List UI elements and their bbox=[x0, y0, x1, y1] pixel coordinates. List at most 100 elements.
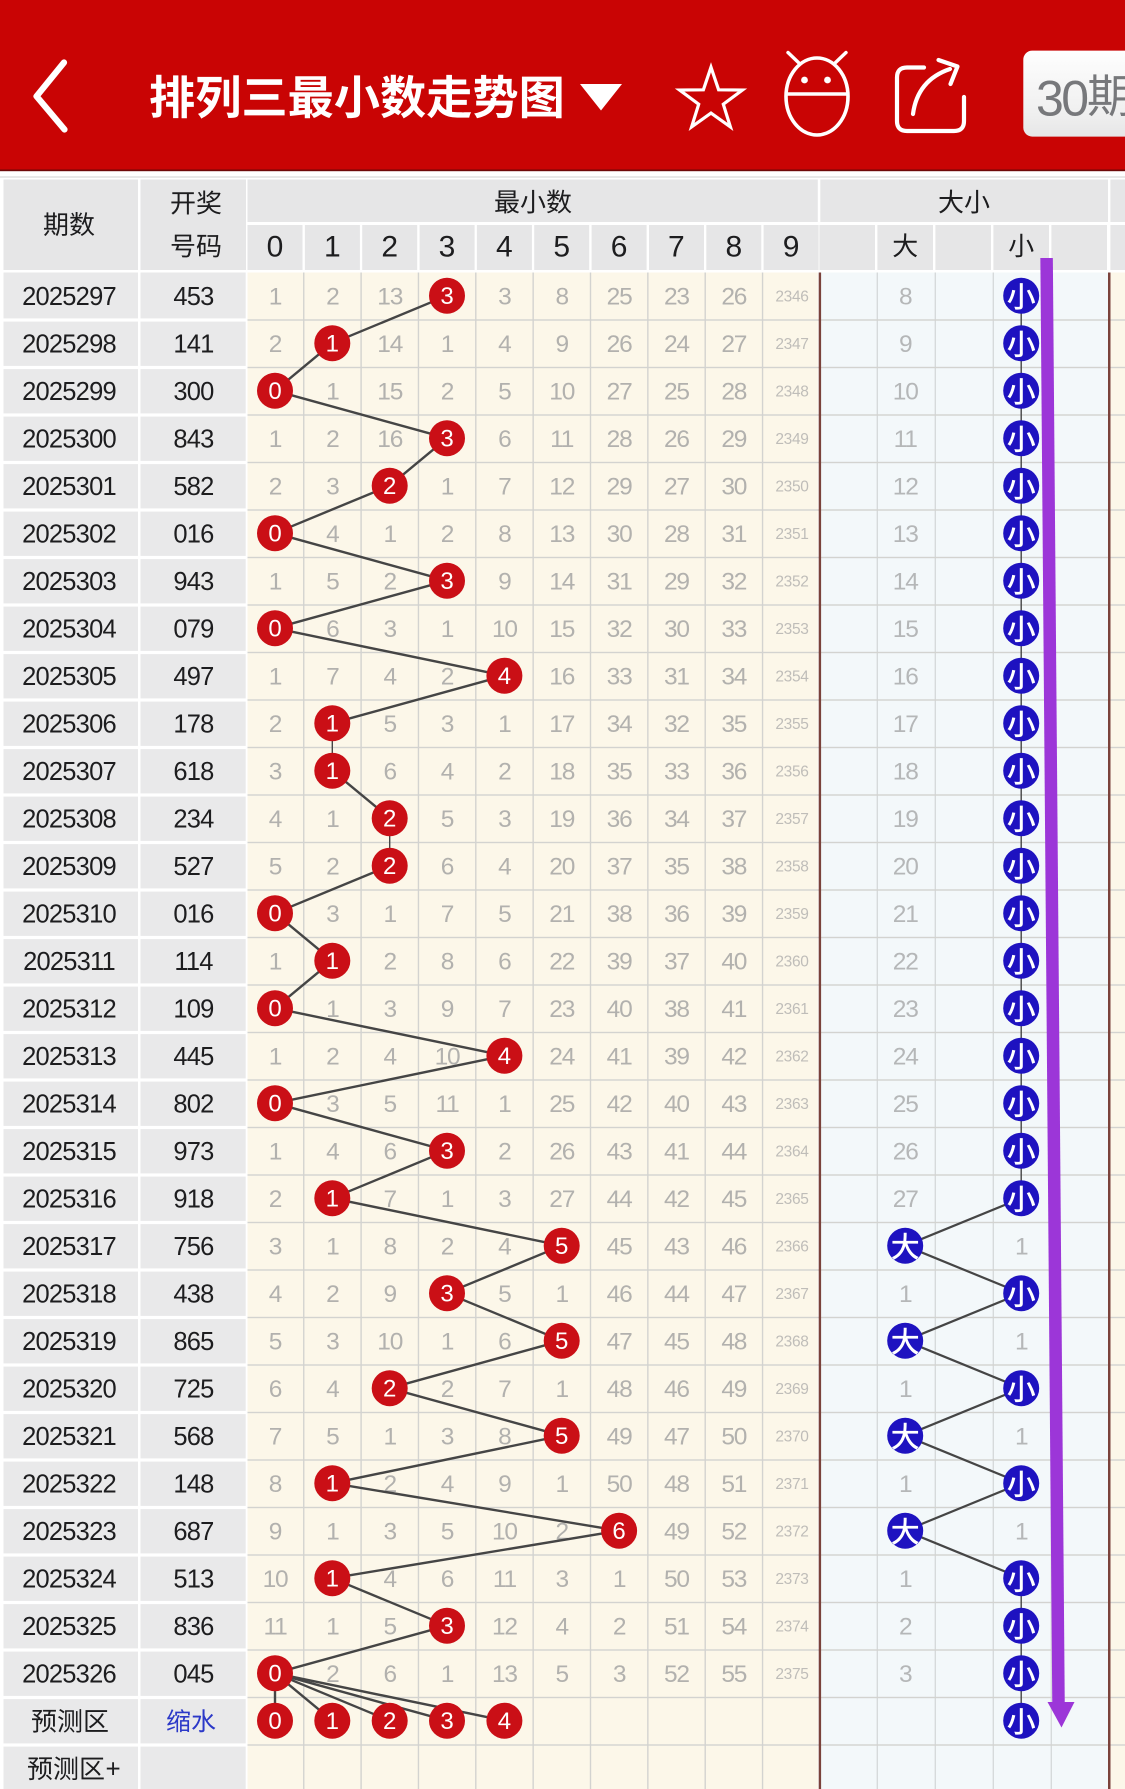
svg-text:079: 079 bbox=[173, 616, 213, 644]
svg-text:3: 3 bbox=[899, 1661, 912, 1688]
svg-text:8: 8 bbox=[555, 284, 568, 311]
svg-text:1: 1 bbox=[326, 806, 339, 833]
svg-text:4: 4 bbox=[498, 663, 511, 690]
svg-text:10: 10 bbox=[893, 379, 918, 406]
svg-text:55: 55 bbox=[721, 1661, 746, 1688]
svg-text:2347: 2347 bbox=[775, 336, 808, 353]
svg-text:47: 47 bbox=[607, 1329, 632, 1356]
svg-text:27: 27 bbox=[721, 331, 746, 358]
svg-text:1: 1 bbox=[269, 284, 282, 311]
svg-text:40: 40 bbox=[607, 996, 632, 1023]
svg-text:5: 5 bbox=[326, 1424, 339, 1451]
svg-text:2025321: 2025321 bbox=[22, 1423, 116, 1451]
svg-text:11: 11 bbox=[435, 1091, 459, 1118]
svg-text:2025309: 2025309 bbox=[22, 853, 116, 881]
svg-text:48: 48 bbox=[607, 1376, 632, 1403]
svg-text:4: 4 bbox=[555, 1614, 568, 1641]
svg-text:53: 53 bbox=[721, 1566, 746, 1593]
svg-text:10: 10 bbox=[263, 1566, 288, 1593]
svg-text:31: 31 bbox=[607, 569, 632, 596]
svg-text:4: 4 bbox=[498, 1708, 511, 1735]
svg-text:2: 2 bbox=[326, 284, 339, 311]
svg-text:2025305: 2025305 bbox=[22, 663, 116, 691]
svg-text:3: 3 bbox=[440, 1281, 453, 1308]
svg-text:2025319: 2025319 bbox=[22, 1328, 116, 1356]
svg-text:38: 38 bbox=[664, 996, 689, 1023]
svg-text:2025313: 2025313 bbox=[22, 1043, 116, 1071]
svg-text:10: 10 bbox=[492, 616, 517, 643]
svg-text:2025304: 2025304 bbox=[22, 616, 116, 644]
svg-text:2025299: 2025299 bbox=[22, 378, 116, 406]
svg-text:0: 0 bbox=[268, 1091, 281, 1118]
svg-text:14: 14 bbox=[893, 569, 918, 596]
svg-text:6: 6 bbox=[441, 1566, 454, 1593]
svg-text:1: 1 bbox=[441, 1661, 454, 1688]
svg-text:21: 21 bbox=[549, 901, 574, 928]
svg-text:3: 3 bbox=[498, 284, 511, 311]
svg-text:30: 30 bbox=[721, 474, 746, 501]
svg-text:1: 1 bbox=[555, 1281, 568, 1308]
svg-text:29: 29 bbox=[664, 569, 689, 596]
svg-text:29: 29 bbox=[721, 426, 746, 453]
svg-text:1: 1 bbox=[441, 1329, 454, 1356]
svg-text:3: 3 bbox=[439, 230, 456, 263]
svg-text:32: 32 bbox=[664, 711, 689, 738]
svg-text:19: 19 bbox=[893, 806, 918, 833]
svg-text:12: 12 bbox=[893, 474, 918, 501]
svg-text:12: 12 bbox=[549, 474, 574, 501]
svg-text:41: 41 bbox=[721, 996, 746, 1023]
svg-text:45: 45 bbox=[607, 1234, 632, 1261]
svg-text:0: 0 bbox=[268, 378, 281, 405]
svg-text:1: 1 bbox=[441, 1186, 454, 1213]
svg-text:2: 2 bbox=[441, 664, 454, 691]
svg-text:41: 41 bbox=[664, 1139, 689, 1166]
svg-text:3: 3 bbox=[441, 1424, 454, 1451]
svg-text:7: 7 bbox=[326, 664, 339, 691]
svg-text:42: 42 bbox=[721, 1044, 746, 1071]
svg-text:4: 4 bbox=[383, 1044, 396, 1071]
svg-text:50: 50 bbox=[721, 1424, 746, 1451]
svg-text:28: 28 bbox=[721, 379, 746, 406]
svg-text:47: 47 bbox=[664, 1424, 689, 1451]
svg-text:43: 43 bbox=[721, 1091, 746, 1118]
svg-text:7: 7 bbox=[498, 1376, 511, 1403]
svg-text:8: 8 bbox=[899, 284, 912, 311]
svg-text:2352: 2352 bbox=[775, 573, 808, 590]
svg-text:12: 12 bbox=[492, 1614, 517, 1641]
svg-text:6: 6 bbox=[383, 759, 396, 786]
svg-text:2: 2 bbox=[613, 1614, 626, 1641]
svg-text:25: 25 bbox=[664, 379, 689, 406]
svg-text:2357: 2357 bbox=[775, 811, 808, 828]
svg-text:1: 1 bbox=[613, 1566, 626, 1593]
svg-text:2370: 2370 bbox=[775, 1428, 809, 1445]
svg-text:1: 1 bbox=[899, 1566, 912, 1593]
svg-text:1: 1 bbox=[555, 1471, 568, 1498]
svg-text:35: 35 bbox=[664, 854, 689, 881]
svg-text:0: 0 bbox=[268, 1708, 281, 1735]
svg-text:438: 438 bbox=[173, 1281, 214, 1309]
svg-text:18: 18 bbox=[893, 759, 918, 786]
svg-text:40: 40 bbox=[721, 949, 746, 976]
svg-text:20: 20 bbox=[893, 854, 918, 881]
svg-text:2025324: 2025324 bbox=[22, 1566, 116, 1594]
svg-text:2025310: 2025310 bbox=[22, 901, 116, 929]
svg-text:3: 3 bbox=[440, 1613, 453, 1640]
svg-text:2: 2 bbox=[383, 853, 396, 880]
svg-text:2: 2 bbox=[383, 1376, 396, 1403]
svg-text:6: 6 bbox=[611, 230, 628, 263]
svg-text:1: 1 bbox=[324, 230, 341, 263]
svg-text:13: 13 bbox=[893, 521, 918, 548]
svg-text:34: 34 bbox=[664, 806, 689, 833]
svg-text:2: 2 bbox=[269, 474, 282, 501]
svg-text:44: 44 bbox=[607, 1186, 632, 1213]
svg-text:5: 5 bbox=[498, 1281, 511, 1308]
svg-text:2025297: 2025297 bbox=[22, 283, 116, 311]
svg-text:11: 11 bbox=[493, 1566, 517, 1593]
svg-text:527: 527 bbox=[173, 853, 213, 881]
svg-text:3: 3 bbox=[441, 711, 454, 738]
svg-text:453: 453 bbox=[173, 283, 214, 311]
svg-text:5: 5 bbox=[555, 1423, 568, 1450]
svg-text:37: 37 bbox=[607, 854, 632, 881]
svg-text:1: 1 bbox=[326, 331, 339, 358]
svg-text:5: 5 bbox=[555, 1328, 568, 1355]
